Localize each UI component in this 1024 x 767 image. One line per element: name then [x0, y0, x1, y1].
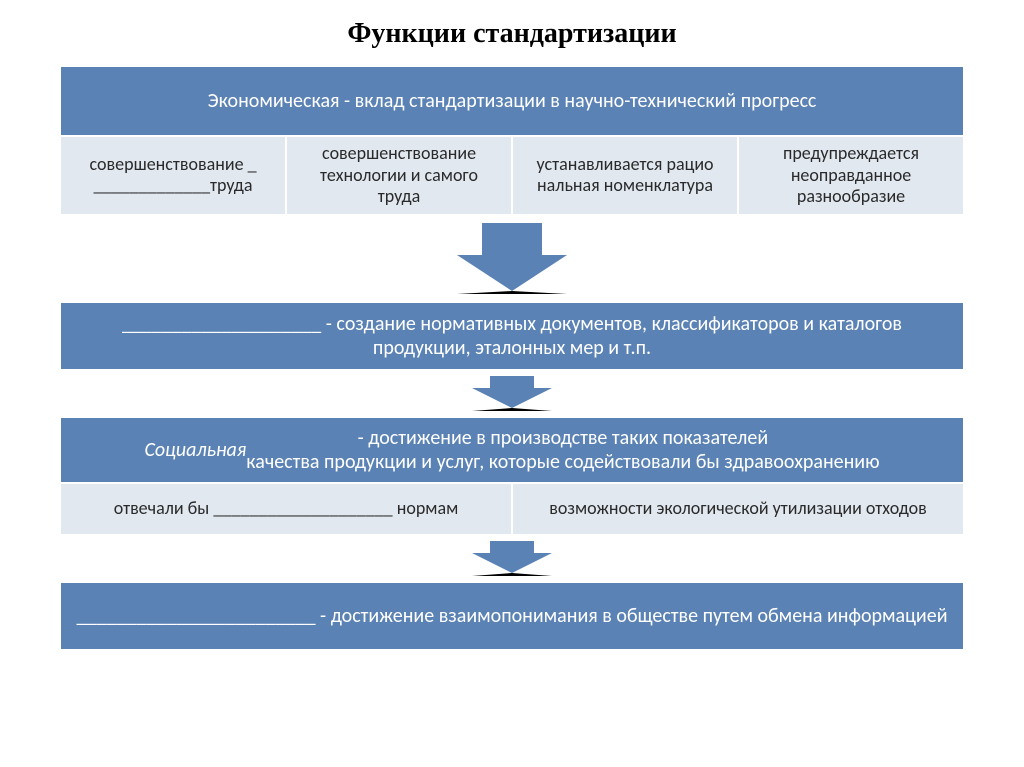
economic-header: Экономическая - вклад стандартизации в н… — [60, 66, 964, 136]
bar-normative-documents: ____________________ - создание норматив… — [60, 302, 964, 370]
economic-cell-3: устанавливается рацио нальная номенклату… — [512, 136, 738, 215]
down-arrow-icon — [472, 376, 552, 411]
economic-cell-2: совершенствование технологии и самого тр… — [286, 136, 512, 215]
page: Функции стандартизации Экономическая - в… — [0, 0, 1024, 767]
social-cell-2: возможности экологической утилизации отх… — [512, 483, 964, 535]
social-cells-row: отвечали бы ____________________ нормам … — [60, 483, 964, 535]
section-economic: Экономическая - вклад стандартизации в н… — [60, 66, 964, 215]
social-cell-1: отвечали бы ____________________ нормам — [60, 483, 512, 535]
economic-cell-4: предупреждается неоправданное разнообраз… — [738, 136, 964, 215]
page-title: Функции стандартизации — [60, 0, 964, 50]
down-arrow-icon — [457, 223, 567, 294]
arrow-3-wrap — [60, 541, 964, 576]
bar-mutual-understanding: ________________________ - достижение вз… — [60, 582, 964, 650]
economic-cell-1: совершенствование _ _____________труда — [60, 136, 286, 215]
section-social: Социальная - достижение в производстве т… — [60, 417, 964, 535]
down-arrow-icon — [472, 541, 552, 576]
social-header: Социальная - достижение в производстве т… — [60, 417, 964, 483]
arrow-2-wrap — [60, 376, 964, 411]
arrow-1-wrap — [60, 223, 964, 294]
economic-cells-row: совершенствование _ _____________труда с… — [60, 136, 964, 215]
